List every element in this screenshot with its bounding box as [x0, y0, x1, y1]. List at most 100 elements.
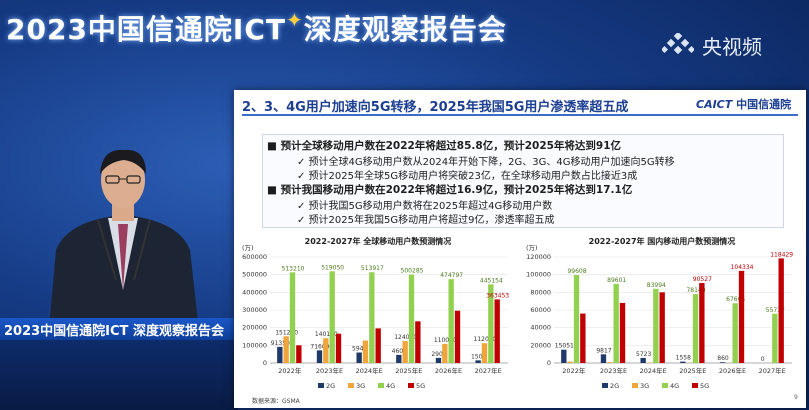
bar-2g-2 [356, 352, 362, 363]
bar-4g-0 [573, 275, 580, 363]
bar-4g-5 [772, 313, 778, 363]
y-tick-label: 80000 [530, 288, 551, 296]
y-tick-label: 100000 [526, 271, 551, 279]
x-tick-label: 2024年E [356, 366, 383, 375]
x-tick-label: 2022年 [562, 366, 586, 375]
legend-swatch [632, 383, 638, 388]
legend-label: 4G [670, 382, 679, 390]
bar-5g-5 [778, 258, 784, 363]
data-label: 860 [717, 355, 729, 362]
legend-label: 2G [326, 382, 335, 390]
bar-2g-1 [600, 354, 607, 363]
data-label: 78140 [686, 287, 705, 294]
presentation-slide: 2、3、4G用户加速向5G转移，2025年我国5G用户渗透率超五成 CAICT … [234, 90, 806, 408]
data-label: 110000 [434, 337, 457, 344]
bar-2g-4 [435, 357, 442, 363]
global-users-chart: 2022-2027年 全球移动用户数预测情况 (万) 0 100000 200000 30… [242, 236, 509, 390]
data-source: 数据来源：GSMA [252, 398, 300, 405]
data-label: 1500 [471, 353, 486, 360]
title-divider [242, 114, 798, 116]
data-label: 112000 [474, 336, 497, 343]
bar-4g-1 [329, 271, 335, 363]
data-label: 151200 [275, 329, 298, 336]
y-tick-label: 0 [263, 359, 267, 367]
bar-4g-2 [369, 272, 375, 363]
bar-5g-0 [296, 345, 302, 363]
legend-label: 2G [610, 382, 619, 390]
bar-3g-0 [283, 336, 289, 363]
bullet-sub: ✓ 预计2025年全球5G移动用户将突破23亿，在全球移动用户数占比接近3成 [297, 171, 638, 182]
data-label: 91350 [271, 340, 290, 347]
y-tick-label: 0 [547, 359, 551, 367]
legend-label: 3G [640, 382, 649, 390]
data-label: 9817 [596, 347, 611, 354]
bar-5g-4 [738, 270, 745, 363]
data-label: 0 [761, 356, 765, 363]
data-label: 363453 [486, 292, 509, 299]
page-number: 9 [794, 394, 798, 401]
bar-4g-3 [692, 294, 699, 363]
bar-2g-2 [640, 357, 646, 363]
broadcast-title: 2023中国信通院ICT✦深度观察报告会 [6, 8, 507, 48]
bullet-heading: ■ 预计全球移动用户数在2022年将超过85.8亿，预计2025年将达到91亿 [267, 140, 622, 152]
y-tick-label: 500000 [242, 271, 267, 279]
bar-3g-5 [481, 343, 488, 363]
y-tick-label: 200000 [242, 324, 267, 332]
caict-mark: CAICT [696, 98, 733, 111]
y-tick-label: 20000 [530, 341, 551, 349]
legend-swatch [408, 383, 414, 388]
bar-2g-5 [475, 360, 481, 363]
chart-legend: 2G 3G 4G 5G [602, 382, 709, 390]
bar-4g-3 [408, 274, 415, 363]
legend-label: 5G [416, 382, 425, 390]
slide-title: 2、3、4G用户加速向5G转移，2025年我国5G用户渗透率超五成 [242, 100, 629, 115]
bar-2g-3 [396, 354, 402, 363]
bullet-sub: ✓ 预计2025年我国5G移动用户将超过9亿，渗透率超五成 [297, 215, 555, 226]
bar-3g-4 [442, 343, 448, 363]
x-tick-label: 2025年E [395, 366, 422, 375]
stage-floor [0, 340, 238, 410]
data-label: 71600 [310, 343, 329, 350]
bar-5g-5 [494, 299, 500, 363]
x-tick-label: 2027年E [759, 366, 786, 375]
bar-3g-0 [567, 361, 573, 363]
broadcast-title-tail: 深度观察报告会 [303, 13, 507, 46]
data-label: 15051 [555, 343, 574, 350]
podium-banner [0, 318, 238, 340]
bar-3g-3 [402, 341, 408, 363]
bar-4g-5 [488, 284, 494, 363]
bar-5g-1 [619, 302, 626, 363]
x-tick-label: 2026年E [719, 366, 746, 375]
speaker-figure [48, 149, 200, 340]
legend-swatch [348, 383, 354, 388]
x-tick-label: 2027年E [475, 366, 502, 375]
y-tick-label: 100000 [242, 341, 267, 349]
data-label: 445154 [480, 277, 503, 284]
data-label: 90527 [693, 276, 712, 283]
data-label: 474797 [440, 272, 463, 279]
caict-name: 中国信通院 [736, 98, 792, 111]
bar-2g-0 [277, 346, 283, 363]
bar-2g-3 [680, 361, 686, 363]
legend-swatch [662, 383, 668, 388]
data-label: 513917 [361, 265, 384, 272]
data-label: 99608 [567, 268, 586, 275]
bar-5g-4 [454, 310, 461, 363]
bar-4g-1 [613, 283, 619, 363]
y-tick-label: 40000 [530, 324, 551, 332]
x-tick-label: 2023年E [600, 366, 627, 375]
x-tick-label: 2025年E [679, 366, 706, 375]
data-label: 55737 [766, 307, 785, 314]
legend-label: 4G [386, 382, 395, 390]
chart-legend: 2G 3G 4G 5G [318, 382, 425, 390]
x-tick-label: 2026年E [435, 366, 462, 375]
caict-logo: CAICT 中国信通院 [696, 96, 791, 112]
data-label: 89601 [607, 277, 626, 284]
legend-swatch [692, 383, 698, 388]
y-tick-label: 120000 [526, 253, 551, 261]
y-unit-label: (万) [242, 244, 254, 252]
data-label: 140150 [315, 331, 338, 338]
bar-3g-2 [362, 340, 369, 363]
data-label: 67665 [726, 296, 745, 303]
y-tick-label: 600000 [242, 253, 267, 261]
